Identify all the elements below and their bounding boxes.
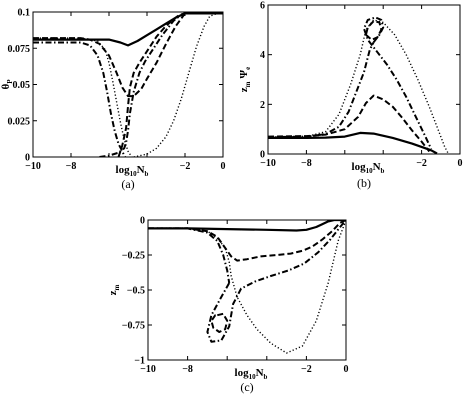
x-tick-label: 0 (458, 158, 463, 169)
series-line-dashdot (206, 220, 346, 343)
y-axis-label: θP (0, 79, 14, 90)
plot-frame (267, 4, 461, 155)
y-tick-label: −0.75 (122, 321, 145, 332)
series-line-dashed (210, 312, 229, 333)
y-tick-label: 2 (260, 100, 265, 111)
x-tick-label: −8 (66, 161, 77, 172)
x-tick-label: −8 (182, 364, 193, 375)
y-tick-label: 0.025 (8, 116, 31, 127)
chart-panel-1: −10 −8 −2 0 0 2 4 6 log10Nb zmΨe (b) (238, 1, 463, 191)
y-tick-label: −1 (134, 356, 145, 367)
x-tick-label: 0 (344, 364, 349, 375)
chart-panel-0: −10 −8 −2 0 0 0.025 0.05 0.075 0.1 log10Nb θP (a) (0, 8, 226, 192)
x-axis-label: log10Nb (235, 367, 268, 381)
series-line-dashed (117, 12, 186, 157)
x-tick-label: −2 (180, 161, 191, 172)
x-tick-label: −10 (260, 158, 276, 169)
y-tick-label: 0.075 (8, 44, 31, 55)
x-tick-label: −2 (301, 364, 312, 375)
series-line-dashed (33, 12, 223, 98)
panel-caption: (b) (357, 176, 371, 190)
series-line-dashed (148, 220, 346, 262)
x-axis-label: log10Nb (352, 161, 385, 175)
y-tick-label: −0.25 (122, 251, 145, 262)
series-line-dashdot (363, 16, 433, 150)
x-tick-label: −8 (301, 158, 312, 169)
y-tick-label: 0 (260, 150, 265, 161)
chart-panel-2: −10 −8 −2 0 −1 −0.75 −0.5 −0.25 0 log10Nb zm (c) (107, 216, 349, 395)
series-line-dashdot (268, 41, 375, 139)
series-line-dotted (148, 220, 346, 354)
y-axis-label: zm (107, 284, 121, 295)
panel-caption: (c) (240, 380, 253, 394)
y-tick-label: 4 (260, 50, 265, 61)
y-tick-label: 0.1 (18, 8, 31, 19)
series-line-solid (148, 220, 346, 232)
series-line-solid (268, 131, 438, 154)
y-tick-label: 0 (25, 153, 30, 164)
series-line-dashed (364, 20, 383, 41)
y-tick-label: 0 (140, 216, 145, 227)
series-line-dashed (268, 94, 431, 153)
y-tick-label: 0.05 (13, 80, 31, 91)
x-axis-label: log10Nb (116, 164, 149, 178)
y-tick-label: 6 (260, 1, 265, 12)
x-tick-label: −2 (416, 158, 427, 169)
x-tick-label: −10 (25, 161, 41, 172)
panel-caption: (a) (121, 177, 134, 191)
plot-frame (147, 219, 347, 361)
series-line-solid (33, 12, 223, 47)
y-axis-label: zmΨe (238, 67, 252, 92)
series-line-dashdot (148, 227, 231, 284)
x-tick-label: 0 (221, 161, 226, 172)
y-tick-label: −0.5 (127, 286, 145, 297)
series-line-dotted (268, 19, 450, 154)
series-line-dashdot (99, 12, 186, 157)
x-tick-label: −10 (140, 364, 156, 375)
series-line-dotted (33, 37, 133, 157)
series-line-dashdot (33, 41, 126, 157)
